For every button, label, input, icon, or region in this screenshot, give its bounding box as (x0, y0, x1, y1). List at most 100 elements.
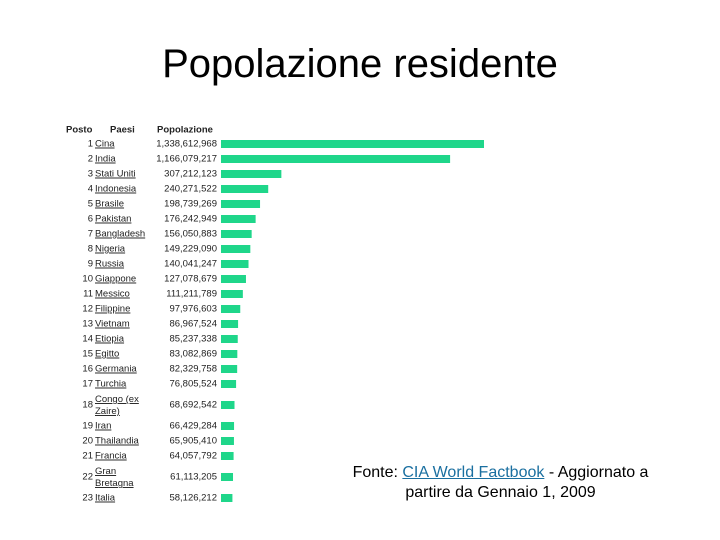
rank: 21 (82, 451, 93, 462)
country-name-line: Congo (ex (95, 394, 139, 405)
country-name-line: Zaire) (95, 406, 120, 417)
rank: 10 (82, 274, 93, 285)
country-name-line: Gran (95, 466, 116, 477)
bar (221, 494, 233, 502)
value-label: 76,805,524 (169, 379, 217, 390)
country-name[interactable]: Indonesia (95, 184, 137, 195)
rank: 16 (82, 364, 93, 375)
source-suffix: - Aggiornato a partire da Gennaio 1, 200… (405, 464, 649, 501)
value-label: 240,271,522 (164, 184, 217, 195)
value-label: 127,078,679 (164, 274, 217, 285)
country-name[interactable]: Nigeria (95, 244, 126, 255)
bar (221, 275, 246, 283)
value-label: 307,212,123 (164, 169, 217, 180)
country-name[interactable]: Italia (95, 493, 116, 504)
rank: 11 (83, 289, 93, 300)
column-header: Popolazione (157, 125, 213, 136)
country-name[interactable]: Francia (95, 451, 127, 462)
rank: 15 (82, 349, 93, 360)
slide-title: Popolazione residente (162, 42, 558, 86)
value-label: 140,041,247 (164, 259, 217, 270)
rank: 17 (82, 379, 93, 390)
bar (221, 437, 234, 445)
bar (221, 452, 234, 460)
value-label: 58,126,212 (169, 493, 217, 504)
country-name[interactable]: Gran Bretagna (95, 466, 134, 489)
value-label: 156,050,883 (164, 229, 217, 240)
rank: 13 (82, 319, 93, 330)
country-name[interactable]: Bangladesh (95, 229, 145, 240)
rank: 2 (88, 154, 93, 165)
value-label: 1,166,079,217 (156, 154, 217, 165)
rank: 6 (88, 214, 93, 225)
bar (221, 305, 241, 313)
country-name[interactable]: Russia (95, 259, 125, 270)
bar (221, 422, 235, 430)
bar (221, 185, 269, 193)
rank: 19 (82, 421, 93, 432)
rank: 23 (82, 493, 93, 504)
bar (221, 200, 261, 208)
country-name[interactable]: Giappone (95, 274, 136, 285)
value-label: 64,057,792 (169, 451, 217, 462)
country-name[interactable]: Pakistan (95, 214, 131, 225)
bar (221, 230, 252, 238)
bar (221, 350, 238, 358)
country-name[interactable]: Messico (95, 289, 130, 300)
country-name[interactable]: Iran (95, 421, 111, 432)
bar (221, 290, 243, 298)
column-header: Posto (66, 125, 93, 136)
country-name[interactable]: India (95, 154, 116, 165)
bar (221, 320, 239, 328)
rank: 7 (88, 229, 93, 240)
country-name[interactable]: Congo (ex Zaire) (95, 394, 139, 417)
rank: 12 (82, 304, 93, 315)
bar (221, 155, 451, 163)
value-label: 176,242,949 (164, 214, 217, 225)
rank: 14 (82, 334, 93, 345)
country-name[interactable]: Filippine (95, 304, 130, 315)
value-label: 82,329,758 (169, 364, 217, 375)
rank: 8 (88, 244, 93, 255)
value-label: 198,739,269 (164, 199, 217, 210)
bar (221, 335, 238, 343)
country-name[interactable]: Brasile (95, 199, 124, 210)
rank: 3 (88, 169, 93, 180)
country-name[interactable]: Germania (95, 364, 137, 375)
country-name[interactable]: Vietnam (95, 319, 130, 330)
source-prefix: Fonte: (352, 464, 398, 481)
country-name[interactable]: Cina (95, 139, 115, 150)
bar (221, 245, 251, 253)
value-label: 61,113,205 (170, 472, 217, 483)
value-label: 85,237,338 (169, 334, 217, 345)
rank: 4 (88, 184, 93, 195)
bar (221, 140, 484, 148)
value-label: 149,229,090 (164, 244, 217, 255)
bar (221, 380, 237, 388)
value-label: 66,429,284 (169, 421, 217, 432)
rank: 5 (88, 199, 93, 210)
source-link[interactable]: CIA World Factbook (402, 464, 545, 481)
value-label: 86,967,524 (169, 319, 217, 330)
bar (221, 215, 256, 223)
country-name[interactable]: Turchia (95, 379, 127, 390)
rank: 18 (82, 400, 93, 411)
source-note: Fonte: CIA World Factbook - Aggiornato a… (328, 463, 673, 503)
column-header: Paesi (110, 125, 135, 136)
country-name[interactable]: Etiopia (95, 334, 125, 345)
value-label: 1,338,612,968 (156, 139, 217, 150)
rank: 22 (82, 472, 93, 483)
value-label: 97,976,603 (169, 304, 217, 315)
country-name[interactable]: Thailandia (95, 436, 140, 447)
bar (221, 473, 234, 481)
bar (221, 401, 235, 409)
country-name[interactable]: Egitto (95, 349, 119, 360)
value-label: 68,692,542 (169, 400, 217, 411)
country-name-line: Bretagna (95, 478, 134, 489)
bar (221, 365, 238, 373)
value-label: 83,082,869 (169, 349, 217, 360)
country-name[interactable]: Stati Uniti (95, 169, 136, 180)
rank: 1 (88, 139, 93, 150)
